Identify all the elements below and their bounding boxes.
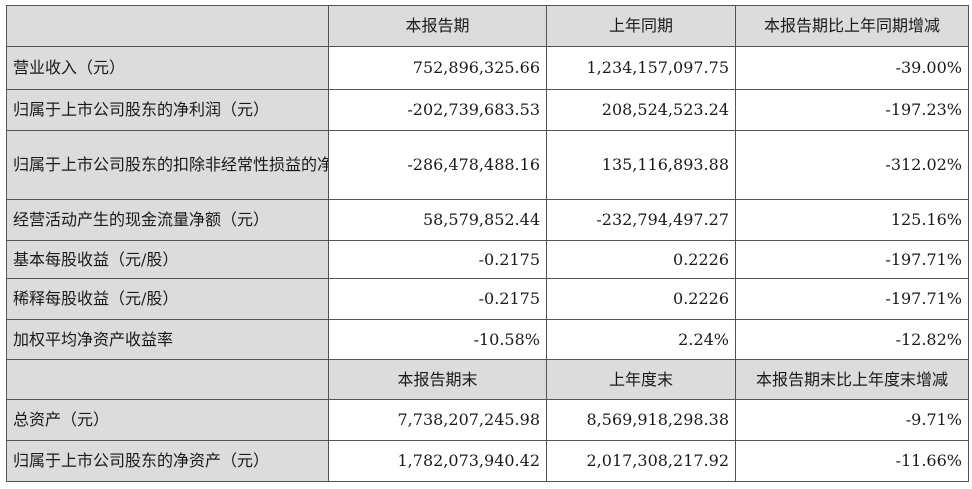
header-period-end: 本报告期末 (328, 359, 547, 400)
prior-period-value: 1,234,157,097.75 (546, 46, 736, 90)
table-row: 加权平均净资产收益率 -10.58% 2.24% -12.82% (6, 319, 969, 360)
row-label: 稀释每股收益（元/股） (6, 278, 329, 320)
change-value: -197.71% (735, 240, 969, 279)
table-row: 营业收入（元） 752,896,325.66 1,234,157,097.75 … (6, 46, 969, 90)
row-label: 经营活动产生的现金流量净额（元） (6, 199, 329, 241)
change-value: -197.23% (735, 89, 969, 131)
header-period-change: 本报告期比上年同期增减 (735, 5, 969, 47)
table-row: 稀释每股收益（元/股） -0.2175 0.2226 -197.71% (6, 278, 969, 320)
row-label: 营业收入（元） (6, 46, 329, 90)
header-period-end-change: 本报告期末比上年度末增减 (735, 359, 969, 400)
current-period-value: 752,896,325.66 (328, 46, 547, 90)
period-end-value: 1,782,073,940.42 (328, 440, 547, 482)
header-prior-year-end: 上年度末 (546, 359, 736, 400)
current-period-value: -202,739,683.53 (328, 89, 547, 131)
current-period-value: -0.2175 (328, 240, 547, 279)
financial-table-wrapper: 本报告期 上年同期 本报告期比上年同期增减 营业收入（元） 752,896,32… (6, 5, 969, 482)
subheader-blank-cell (6, 359, 329, 400)
change-value: -39.00% (735, 46, 969, 90)
prior-period-value: -232,794,497.27 (546, 199, 736, 241)
financial-summary-table: 本报告期 上年同期 本报告期比上年同期增减 营业收入（元） 752,896,32… (6, 5, 969, 482)
header-blank-cell (6, 5, 329, 47)
row-label: 基本每股收益（元/股） (6, 240, 329, 279)
table-row: 归属于上市公司股东的扣除非经常性损益的净利润（元） -286,478,488.1… (6, 130, 969, 200)
change-value: -9.71% (735, 399, 969, 441)
row-label: 归属于上市公司股东的扣除非经常性损益的净利润（元） (6, 130, 329, 200)
change-value: 125.16% (735, 199, 969, 241)
current-period-value: 58,579,852.44 (328, 199, 547, 241)
row-label: 归属于上市公司股东的净利润（元） (6, 89, 329, 131)
prior-period-value: 135,116,893.88 (546, 130, 736, 200)
change-value: -312.02% (735, 130, 969, 200)
change-value: -197.71% (735, 278, 969, 320)
current-period-value: -0.2175 (328, 278, 547, 320)
table-row: 总资产（元） 7,738,207,245.98 8,569,918,298.38… (6, 399, 969, 441)
current-period-value: -286,478,488.16 (328, 130, 547, 200)
prior-period-value: 2.24% (546, 319, 736, 360)
table-subheader-row: 本报告期末 上年度末 本报告期末比上年度末增减 (6, 359, 969, 400)
table-header-row: 本报告期 上年同期 本报告期比上年同期增减 (6, 5, 969, 47)
change-value: -12.82% (735, 319, 969, 360)
change-value: -11.66% (735, 440, 969, 482)
prior-year-end-value: 8,569,918,298.38 (546, 399, 736, 441)
prior-period-value: 0.2226 (546, 278, 736, 320)
row-label: 归属于上市公司股东的净资产（元） (6, 440, 329, 482)
table-row: 经营活动产生的现金流量净额（元） 58,579,852.44 -232,794,… (6, 199, 969, 241)
prior-period-value: 208,524,523.24 (546, 89, 736, 131)
header-prior-year-period: 上年同期 (546, 5, 736, 47)
table-row: 基本每股收益（元/股） -0.2175 0.2226 -197.71% (6, 240, 969, 279)
prior-period-value: 0.2226 (546, 240, 736, 279)
current-period-value: -10.58% (328, 319, 547, 360)
table-row: 归属于上市公司股东的净利润（元） -202,739,683.53 208,524… (6, 89, 969, 131)
row-label: 总资产（元） (6, 399, 329, 441)
prior-year-end-value: 2,017,308,217.92 (546, 440, 736, 482)
header-current-period: 本报告期 (328, 5, 547, 47)
period-end-value: 7,738,207,245.98 (328, 399, 547, 441)
table-row: 归属于上市公司股东的净资产（元） 1,782,073,940.42 2,017,… (6, 440, 969, 482)
row-label: 加权平均净资产收益率 (6, 319, 329, 360)
